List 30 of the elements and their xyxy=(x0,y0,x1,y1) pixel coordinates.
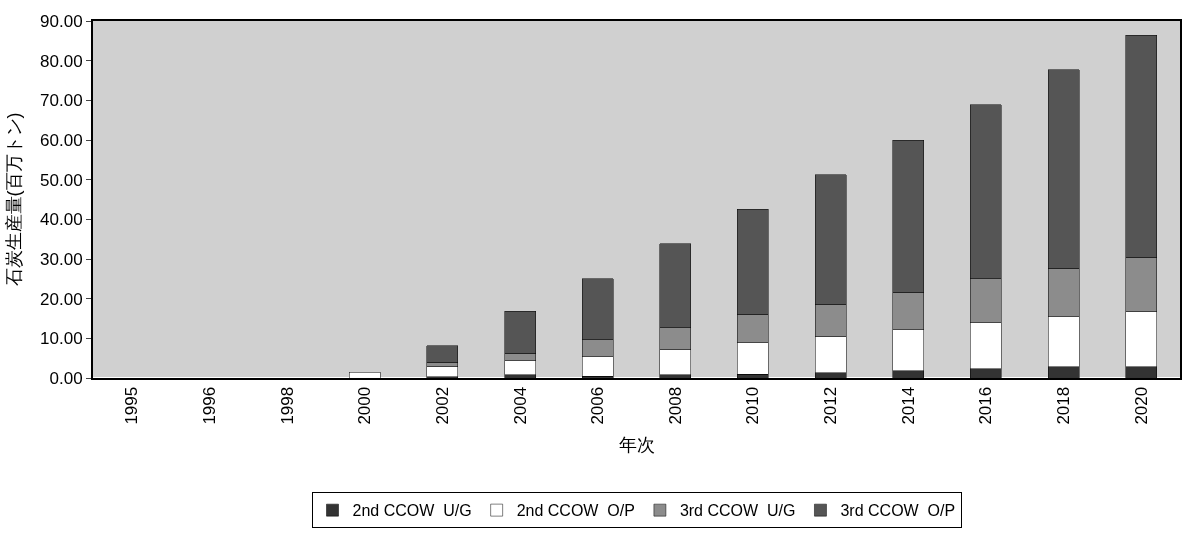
y-tick-label: 50.00 xyxy=(40,170,83,190)
x-tick-label: 2018 xyxy=(1054,386,1074,425)
x-tick-label: 1995 xyxy=(122,386,142,425)
x-tick-label: 2004 xyxy=(510,386,530,425)
legend-label: 2nd CCOW O/P xyxy=(516,502,635,520)
x-tick-label: 2020 xyxy=(1131,386,1151,425)
x-tick-label: 2014 xyxy=(898,386,918,425)
x-tick-label: 1996 xyxy=(199,386,219,425)
x-tick-label: 2008 xyxy=(665,386,685,425)
y-tick-label: 10.00 xyxy=(40,329,83,349)
x-axis-title: 年次 xyxy=(618,435,655,456)
legend-label: 2nd CCOW U/G xyxy=(352,502,472,520)
legend-label: 3rd CCOW U/G xyxy=(679,502,796,520)
x-tick-label: 1998 xyxy=(277,386,297,425)
x-tick-label: 2012 xyxy=(821,386,841,425)
x-tick-label: 2010 xyxy=(743,386,763,425)
y-tick-label: 20.00 xyxy=(40,289,83,309)
legend-label: 3rd CCOW O/P xyxy=(840,502,956,520)
y-axis-title: 石炭生産量(百万トン) xyxy=(3,112,24,287)
y-tick-label: 60.00 xyxy=(40,130,83,150)
y-tick-label: 40.00 xyxy=(40,210,83,230)
y-tick-label: 90.00 xyxy=(40,11,83,31)
x-tick-label: 2016 xyxy=(976,386,996,425)
y-tick-label: 80.00 xyxy=(40,51,83,71)
y-tick-label: 0.00 xyxy=(49,368,83,388)
y-tick-label: 30.00 xyxy=(40,249,83,269)
x-tick-label: 2006 xyxy=(588,386,608,425)
x-tick-label: 2000 xyxy=(355,386,375,425)
y-tick-label: 70.00 xyxy=(40,91,83,111)
x-tick-label: 2002 xyxy=(432,386,452,425)
